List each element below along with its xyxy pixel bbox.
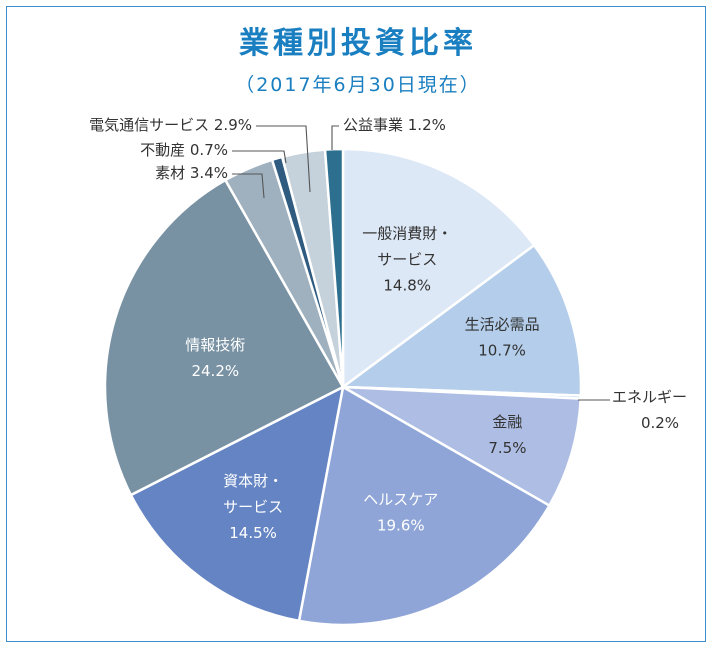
slice-name-label-0: 一般消費財・ <box>362 224 452 242</box>
pie-slice-5 <box>129 384 345 623</box>
slice-value-label-0: 14.8% <box>383 276 431 294</box>
slice-name-label-1: 生活必需品 <box>465 316 540 334</box>
pie-slice-1 <box>339 243 583 397</box>
slice-value-label-2: 0.2% <box>641 414 679 432</box>
leader-line-7 <box>232 173 265 199</box>
slice-label-8: 不動産 0.7% <box>140 141 228 159</box>
pie-slice-3 <box>342 385 583 508</box>
slice-label-10: 公益事業 1.2% <box>343 116 446 134</box>
slice-name-label-6: 情報技術 <box>185 336 245 354</box>
pie-slice-4 <box>297 385 552 627</box>
slice-name-label-5: サービス <box>223 498 283 516</box>
slice-name-label-0: サービス <box>377 250 437 268</box>
slice-value-label-1: 10.7% <box>478 342 526 360</box>
slice-name-label-3: 金融 <box>492 413 522 431</box>
slice-labels: 一般消費財・サービス14.8%生活必需品10.7%金融7.5%ヘルスケア19.6… <box>89 116 687 542</box>
pie-slices <box>103 147 583 627</box>
slice-name-label-2: エネルギー <box>612 388 687 406</box>
slice-name-label-5: 資本財・ <box>223 472 283 490</box>
leader-line-9 <box>256 125 311 193</box>
slice-value-label-3: 7.5% <box>488 439 526 457</box>
leader-lines <box>232 125 610 401</box>
slice-value-label-5: 14.5% <box>229 524 277 542</box>
leader-line-8 <box>232 150 287 164</box>
chart-subtitle: （2017年6月30日現在） <box>235 74 481 96</box>
pie-slice-10 <box>323 147 345 388</box>
pie-slice-0 <box>341 147 536 390</box>
slice-value-label-6: 24.2% <box>191 362 239 380</box>
slice-value-label-4: 19.6% <box>377 516 425 534</box>
pie-slice-6 <box>103 178 345 497</box>
slice-label-9: 電気通信サービス 2.9% <box>89 116 252 134</box>
slice-name-label-4: ヘルスケア <box>363 490 438 508</box>
chart-title: 業種別投資比率 <box>239 26 477 61</box>
slice-label-7: 素材 3.4% <box>155 164 228 182</box>
leader-line-10 <box>331 125 339 150</box>
